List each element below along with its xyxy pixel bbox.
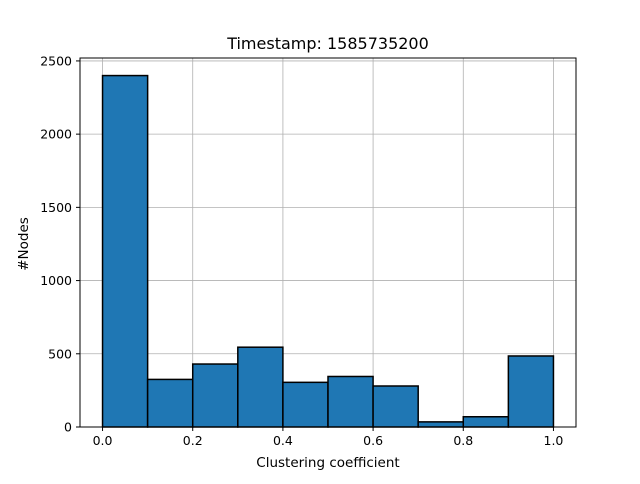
x-tick-label: 0.6 (363, 433, 383, 448)
x-tick-label: 1.0 (544, 433, 564, 448)
histogram-bar (507, 355, 555, 428)
chart-title: Timestamp: 1585735200 (226, 34, 429, 53)
x-axis-label: Clustering coefficient (256, 455, 399, 471)
x-tick-label: 0.8 (453, 433, 473, 448)
y-tick-label: 2500 (40, 53, 72, 68)
y-tick-label: 1500 (40, 200, 72, 215)
histogram-bars (101, 74, 555, 428)
histogram-bar (146, 378, 194, 428)
histogram-bar (462, 416, 510, 428)
histogram-bar (101, 74, 149, 428)
y-tick-label: 1000 (40, 273, 72, 288)
histogram-bar (327, 375, 374, 428)
histogram-bar (191, 363, 239, 428)
x-tick-label: 0.2 (183, 433, 203, 448)
histogram-bar (417, 421, 465, 428)
histogram-bar (282, 381, 329, 428)
histogram-bar (372, 385, 419, 428)
histogram-bar (237, 346, 284, 428)
x-tick-label: 0.0 (93, 433, 113, 448)
y-axis-label: #Nodes (16, 217, 32, 271)
y-tick-label: 500 (48, 346, 72, 361)
x-tick-label: 0.4 (273, 433, 293, 448)
axes-frame (79, 57, 577, 428)
y-tick-label: 0 (64, 420, 72, 435)
x-axis-ticks: 0.0 0.2 0.4 0.6 0.8 1.0 (93, 427, 564, 448)
y-axis-ticks: 0 500 1000 1500 2000 2500 (40, 53, 80, 435)
grid-lines (80, 58, 576, 428)
y-tick-label: 2000 (40, 127, 72, 142)
